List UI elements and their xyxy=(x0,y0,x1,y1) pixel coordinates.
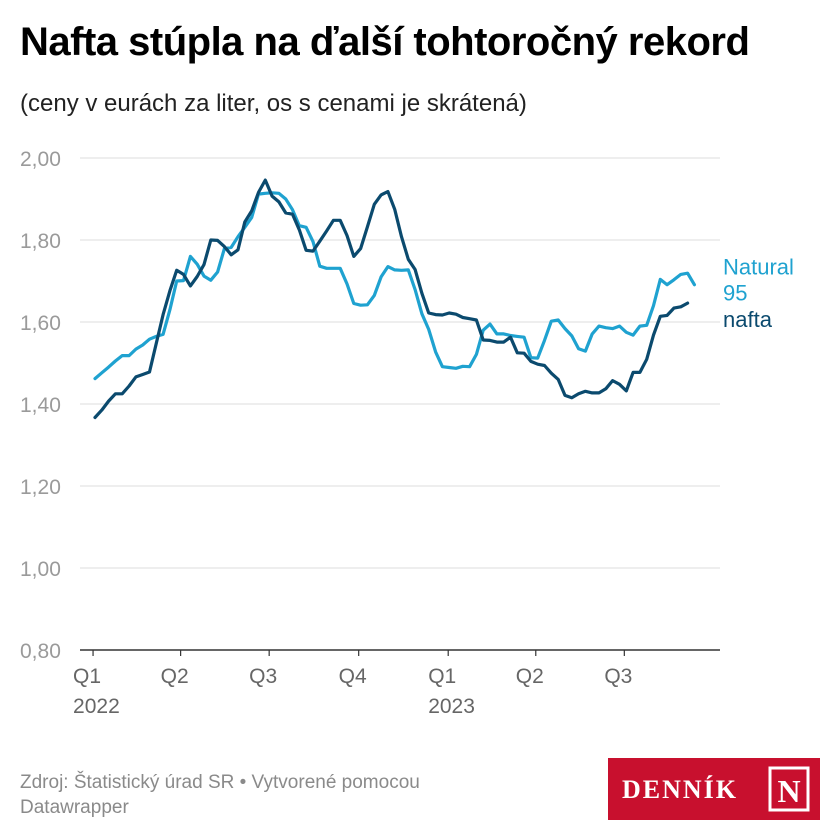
x-tick-year-label: 2022 xyxy=(73,695,120,718)
series-label-nafta: nafta xyxy=(723,307,773,332)
x-tick-label: Q2 xyxy=(516,665,544,688)
x-tick-label: Q3 xyxy=(604,665,632,688)
y-tick-label: 1,80 xyxy=(20,230,61,253)
x-tick-label: Q4 xyxy=(339,665,367,688)
logo-wordmark: DENNÍK xyxy=(622,775,739,804)
series-line-natural95 xyxy=(93,191,696,381)
y-tick-label: 1,60 xyxy=(20,312,61,335)
n-mark-icon: N xyxy=(768,766,810,812)
dennik-n-logo[interactable]: DENNÍK N xyxy=(608,758,820,820)
x-tick-label: Q1 xyxy=(428,665,456,688)
y-tick-label: 2,00 xyxy=(20,148,61,171)
series-label-natural95: Natural xyxy=(723,255,794,280)
y-tick-label: 1,40 xyxy=(20,394,61,417)
series-line-nafta xyxy=(93,178,690,420)
x-tick-label: Q1 xyxy=(73,665,101,688)
line-chart: 2,00 1,80 1,60 1,40 1,20 1,00 0,80 Q1 2022 Q2 Q3 Q4… xyxy=(20,148,794,718)
y-tick-label: 1,00 xyxy=(20,558,61,581)
x-tick-label: Q2 xyxy=(161,665,189,688)
y-tick-label: 0,80 xyxy=(20,640,61,663)
y-tick-label: 1,20 xyxy=(20,476,61,499)
page-subtitle: (ceny v eurách za liter, os s cenami je … xyxy=(20,90,527,117)
x-tick-year-label: 2023 xyxy=(428,695,475,718)
logo-letter: N xyxy=(777,773,800,809)
x-tick-label: Q3 xyxy=(249,665,277,688)
source-note: Zdroj: Štatistický úrad SR • Vytvorené p… xyxy=(20,772,420,818)
page-title: Nafta stúpla na ďalší tohtoročný rekord xyxy=(20,20,750,64)
series-label-natural95: 95 xyxy=(723,281,747,306)
